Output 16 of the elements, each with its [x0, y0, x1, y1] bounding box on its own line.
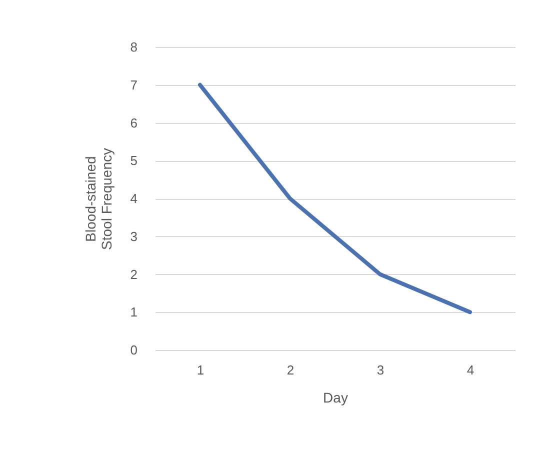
y-tick-label: 4: [130, 191, 138, 206]
y-tick-label: 2: [130, 266, 138, 282]
x-tick-label: 3: [376, 362, 384, 378]
y-tick-label: 5: [130, 153, 138, 168]
x-axis-title: Day: [323, 390, 348, 406]
y-tick-label: 3: [130, 228, 138, 244]
line-series: [198, 82, 472, 314]
x-tick-label: 2: [286, 362, 294, 378]
y-tick-label: 7: [130, 77, 138, 92]
x-tick-label: 1: [196, 362, 204, 378]
x-tick-label: 4: [466, 362, 474, 378]
y-tick-label: 0: [130, 342, 138, 358]
y-tick-label: 8: [130, 40, 138, 54]
y-tick-label: 6: [130, 115, 138, 130]
y-axis-title: Blood-stained Stool Frequency: [82, 148, 114, 250]
y-tick-label: 1: [130, 304, 138, 320]
